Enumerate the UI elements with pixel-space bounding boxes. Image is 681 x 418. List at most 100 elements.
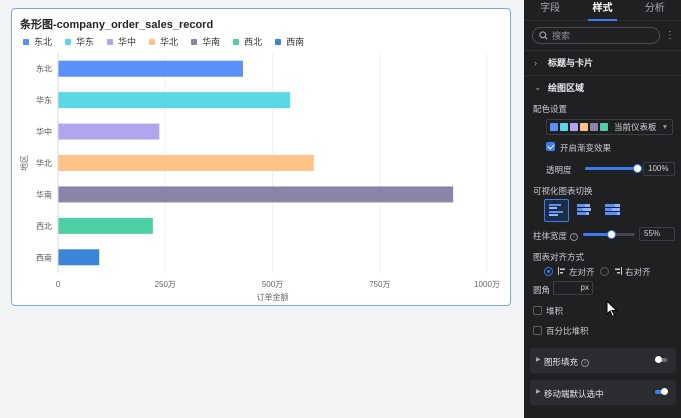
- section-title-card-label: 标题与卡片: [548, 58, 594, 68]
- divider: [524, 50, 681, 51]
- bar-width-value[interactable]: 55%: [639, 227, 675, 241]
- align-right-radio[interactable]: [600, 267, 609, 276]
- x-tick-label: 0: [56, 280, 61, 289]
- toggle-knob: [661, 388, 668, 395]
- opacity-slider[interactable]: [585, 164, 642, 173]
- panel-tabs: 字段 样式 分析: [524, 0, 681, 21]
- align-right-label: 右对齐: [625, 267, 651, 277]
- y-axis-title: 地区: [19, 155, 29, 171]
- search-row: ⋮: [532, 27, 675, 44]
- gradient-checkbox[interactable]: [546, 142, 555, 151]
- x-axis-title: 订单金额: [257, 292, 289, 302]
- viz-switch-label: 可视化图表切换: [533, 186, 593, 196]
- opacity-slider-handle[interactable]: [632, 164, 642, 173]
- legend-label: 华南: [202, 37, 221, 47]
- bar-width-slider-fill: [583, 233, 612, 236]
- search-icon: [539, 31, 548, 40]
- style-panel: 字段 样式 分析 ⋮ › 标题与卡片 ⌄ 绘图区域 配色设置 当前仪表板 ▼ 开启…: [524, 0, 681, 418]
- bar-width-label: 柱体宽度 i: [533, 230, 579, 242]
- shape-fill-toggle[interactable]: [655, 356, 667, 363]
- palette-swatch: [580, 123, 588, 131]
- bar: [58, 92, 291, 109]
- mobile-default-label: 移动端默认选中: [544, 389, 604, 399]
- legend-item[interactable]: 华北: [149, 35, 178, 48]
- chevron-down-icon: ⌄: [534, 82, 542, 92]
- legend-item[interactable]: 西北: [233, 35, 262, 48]
- opacity-value[interactable]: 100%: [643, 162, 675, 176]
- stack-checkbox[interactable]: [533, 306, 542, 315]
- mobile-default-toggle[interactable]: [655, 388, 668, 395]
- y-tick-label: 华北: [36, 158, 52, 168]
- palette-swatch: [570, 123, 578, 131]
- chart-title: 条形图-company_order_sales_record: [20, 19, 214, 31]
- legend-item[interactable]: 东北: [23, 35, 52, 48]
- y-tick-label: 东北: [36, 64, 52, 74]
- search-box[interactable]: [532, 27, 660, 44]
- chart-card[interactable]: 条形图-company_order_sales_record 东北 华东 华中 华北华…: [11, 8, 511, 306]
- stack-label: 堆积: [546, 306, 564, 316]
- palette-select[interactable]: 当前仪表板 ▼: [546, 119, 673, 135]
- legend-swatch: [191, 38, 198, 45]
- percent-stack-checkbox[interactable]: [533, 326, 542, 335]
- bar-width-label-text: 柱体宽度: [533, 231, 568, 241]
- radius-label: 圆角: [533, 285, 551, 295]
- bar-stacked-button[interactable]: [573, 199, 598, 222]
- tab-analysis[interactable]: 分析: [644, 3, 665, 14]
- chevron-right-icon: ›: [534, 57, 537, 68]
- info-icon[interactable]: i: [581, 358, 590, 367]
- y-tick-label: 华中: [36, 127, 52, 137]
- opacity-label: 透明度: [546, 165, 572, 175]
- legend-label: 华北: [160, 37, 179, 47]
- mobile-default-section[interactable]: ▶ 移动端默认选中: [530, 380, 676, 405]
- bar-percent-button[interactable]: [601, 199, 626, 222]
- shape-fill-label: 图形填充 i: [544, 356, 590, 368]
- legend-item[interactable]: 西南: [275, 35, 304, 48]
- align-right-icon: [615, 267, 622, 275]
- bar: [58, 60, 243, 77]
- align-left-label: 左对齐: [569, 267, 595, 277]
- legend-label: 西北: [244, 37, 263, 47]
- legend-swatch: [233, 38, 240, 45]
- section-plot-area-label: 绘图区域: [548, 83, 585, 93]
- search-input[interactable]: [552, 30, 632, 41]
- legend-label: 华中: [118, 37, 137, 47]
- palette-label: 配色设置: [533, 104, 568, 114]
- section-plot-area[interactable]: ⌄ 绘图区域: [534, 81, 584, 94]
- bar-width-slider-handle[interactable]: [607, 230, 617, 239]
- caret-right-icon: ▶: [536, 389, 541, 395]
- x-tick-label: 1000万: [474, 280, 500, 289]
- mouse-cursor-icon: [606, 300, 618, 318]
- tab-fields[interactable]: 字段: [540, 3, 561, 14]
- radius-input[interactable]: px: [553, 281, 593, 295]
- align-left-radio[interactable]: [544, 267, 553, 276]
- x-tick-label: 750万: [369, 280, 390, 289]
- legend-label: 东北: [34, 37, 53, 47]
- tab-style[interactable]: 样式: [576, 0, 628, 21]
- info-icon[interactable]: i: [570, 232, 579, 241]
- palette-swatch: [550, 123, 558, 131]
- legend-label: 华东: [76, 37, 95, 47]
- legend-swatch: [275, 38, 282, 45]
- y-tick-label: 华南: [36, 189, 52, 199]
- more-options-icon[interactable]: ⋮: [665, 30, 675, 41]
- legend-item[interactable]: 华南: [191, 35, 220, 48]
- bar: [58, 123, 160, 140]
- shape-fill-section[interactable]: ▶ 图形填充 i: [530, 348, 676, 373]
- palette-swatch: [560, 123, 568, 131]
- percent-stack-label: 百分比堆积: [546, 326, 589, 336]
- bar-horizontal-button[interactable]: [544, 199, 569, 222]
- section-title-card[interactable]: › 标题与卡片: [534, 56, 593, 69]
- palette-swatch: [600, 123, 608, 131]
- bar-width-slider[interactable]: [583, 230, 635, 239]
- bar: [58, 217, 153, 234]
- bar: [58, 249, 100, 266]
- legend-item[interactable]: 华中: [107, 35, 136, 48]
- bar: [58, 186, 454, 203]
- palette-name: 当前仪表板: [614, 122, 657, 132]
- legend-swatch: [65, 38, 72, 45]
- x-tick-label: 250万: [155, 280, 176, 289]
- opacity-slider-fill: [585, 167, 637, 170]
- legend-item[interactable]: 华东: [65, 35, 94, 48]
- y-tick-label: 西北: [36, 222, 52, 231]
